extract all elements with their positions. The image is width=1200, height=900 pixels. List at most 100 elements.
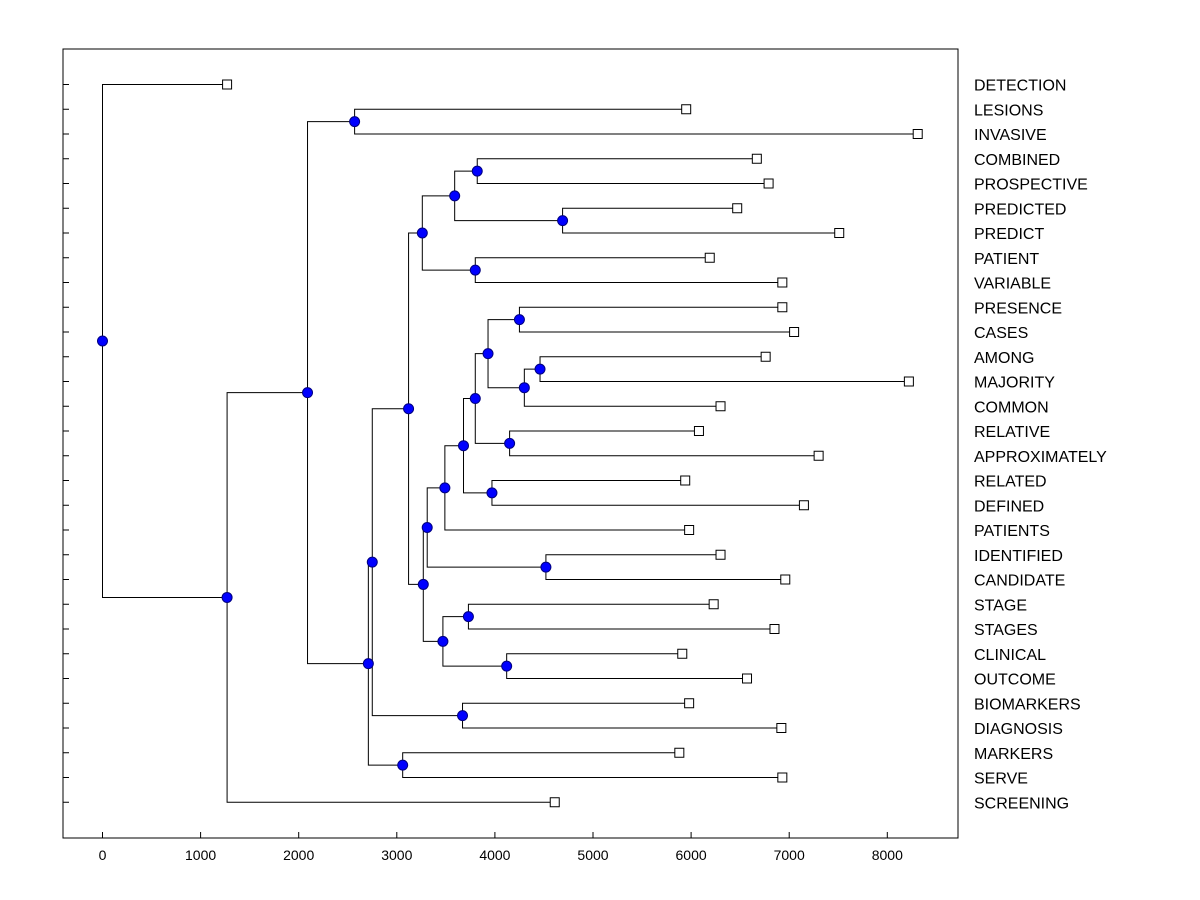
leaf-label-outcome: OUTCOME [974, 672, 1056, 689]
leaf-marker-related [680, 475, 691, 486]
link-n12 [474, 353, 489, 399]
link-n16 [545, 554, 721, 568]
merge-node-n21 [417, 578, 429, 590]
link-n2 [476, 171, 769, 184]
leaf-marker-combined [751, 153, 762, 164]
merge-node-n5 [469, 264, 481, 276]
link-n8 [539, 369, 909, 382]
link-n10 [487, 319, 520, 354]
link-n15 [444, 445, 464, 488]
link-n18 [467, 603, 714, 617]
link-n27 [307, 392, 369, 665]
leaf-marker-presence [777, 302, 788, 313]
link-n20 [442, 616, 469, 642]
leaf-label-diagnosis: DIAGNOSIS [974, 721, 1063, 738]
link-n5 [474, 257, 710, 271]
link-n6 [421, 233, 476, 271]
leaf-label-cases: CASES [974, 325, 1028, 342]
leaf-marker-prospective [763, 178, 774, 189]
link-n15 [444, 487, 690, 531]
link-n10 [487, 353, 525, 389]
link-n16 [545, 567, 786, 580]
y-tick-marks [63, 84, 69, 803]
leaf-marker-screening [549, 797, 560, 808]
link-n19 [506, 653, 683, 667]
leaf-label-invasive: INVASIVE [974, 127, 1047, 144]
merge-node-n23 [457, 710, 469, 722]
leaf-marker-clinical [677, 648, 688, 659]
link-n25 [402, 765, 783, 778]
link-n7 [518, 306, 783, 320]
leaf-label-lesions: LESIONS [974, 102, 1043, 119]
leaf-marker-candidate [780, 574, 791, 585]
leaf-marker-common [715, 401, 726, 412]
link-n29 [102, 84, 228, 341]
link-n11 [509, 430, 699, 444]
leaf-marker-among [760, 351, 771, 362]
link-n26 [367, 561, 373, 664]
leaf-marker-variable [777, 277, 788, 288]
merge-node-n22 [403, 403, 415, 415]
leaf-marker-stages [769, 624, 780, 634]
leaf-marker-outcome [742, 673, 753, 684]
x-tick-label: 1000 [185, 847, 216, 863]
link-n27 [307, 121, 355, 393]
x-tick-label: 4000 [479, 847, 510, 863]
leaf-marker-patients [684, 525, 695, 535]
leaf-marker-diagnosis [776, 723, 787, 733]
link-n3 [562, 207, 738, 221]
merge-node-n17 [421, 521, 433, 533]
leaf-label-screening: SCREENING [974, 795, 1069, 812]
leaf-marker-stage [708, 599, 719, 610]
merge-node-n4 [449, 190, 461, 202]
leaf-label-prospective: PROSPECTIVE [974, 177, 1088, 194]
link-n28 [226, 597, 555, 803]
leaf-marker-patient [704, 252, 715, 263]
merge-node-n1 [349, 116, 361, 128]
link-n4 [454, 170, 478, 196]
leaf-markers [222, 79, 923, 808]
link-n11 [509, 443, 819, 457]
link-n29 [102, 340, 228, 598]
link-n14 [463, 445, 492, 494]
leaf-label-biomarkers: BIOMARKERS [974, 696, 1081, 713]
merge-node-n10 [482, 348, 494, 360]
x-tick-label: 0 [99, 847, 107, 863]
link-n22 [408, 408, 424, 585]
leaf-label-related: RELATED [974, 474, 1047, 491]
leaf-marker-markers [674, 747, 685, 758]
link-n9 [523, 387, 721, 407]
link-n17 [426, 527, 546, 568]
link-n12 [474, 398, 510, 444]
link-n7 [518, 319, 795, 333]
merge-nodes [97, 116, 569, 771]
leaf-label-candidate: CANDIDATE [974, 573, 1065, 590]
leaf-label-variable: VARIABLE [974, 276, 1051, 293]
link-n28 [226, 392, 308, 598]
leaf-label-detection: DETECTION [974, 78, 1066, 95]
leaf-marker-majority [903, 376, 914, 387]
leaf-labels: DETECTION LESIONS INVASIVE COMBINED PROSPECT… [974, 78, 1107, 813]
leaf-label-clinical: CLINICAL [974, 647, 1046, 664]
merge-node-n11 [504, 437, 516, 449]
link-n14 [463, 398, 476, 446]
link-n23 [462, 702, 690, 716]
leaf-label-relative: RELATIVE [974, 424, 1050, 441]
leaf-label-among: AMONG [974, 350, 1034, 367]
merge-node-n2 [471, 165, 483, 177]
leaf-label-stages: STAGES [974, 622, 1038, 639]
leaf-label-approximately: APPROXIMATELY [974, 449, 1107, 466]
leaf-label-patient: PATIENT [974, 251, 1039, 268]
leaf-marker-approximately [813, 450, 824, 461]
leaf-marker-predicted [732, 203, 743, 214]
merge-node-n27 [302, 387, 314, 399]
leaf-label-markers: MARKERS [974, 746, 1053, 763]
x-tick-label: 7000 [774, 847, 805, 863]
merge-node-n26 [362, 658, 374, 670]
link-n4 [454, 195, 563, 222]
leaf-label-stage: STAGE [974, 597, 1027, 614]
link-n6 [421, 195, 455, 233]
link-n13 [491, 480, 686, 493]
leaf-label-majority: MAJORITY [974, 375, 1055, 392]
merge-node-n8 [534, 363, 546, 375]
